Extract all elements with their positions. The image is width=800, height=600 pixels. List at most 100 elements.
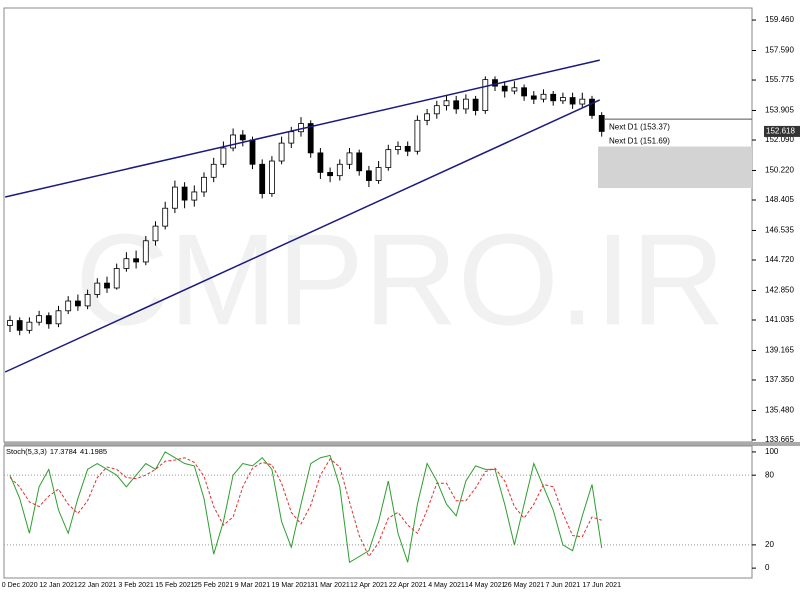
trendline bbox=[4, 59, 600, 198]
y-tick-label: 80 bbox=[765, 470, 774, 479]
candle-body bbox=[7, 320, 13, 326]
x-tick-label: 0 Dec 2020 bbox=[2, 582, 38, 589]
x-tick-label: 22 Jan 2021 bbox=[78, 582, 117, 589]
candle-body bbox=[249, 139, 256, 165]
candle-body bbox=[521, 87, 527, 97]
candle-body bbox=[327, 172, 334, 177]
candle-body bbox=[268, 160, 275, 194]
y-tick-label: 20 bbox=[765, 540, 774, 549]
y-tick-label: 100 bbox=[765, 447, 779, 456]
candle-body bbox=[375, 167, 382, 181]
candle-body bbox=[220, 147, 227, 165]
candle-body bbox=[365, 170, 372, 181]
candle-body bbox=[317, 152, 324, 173]
candle-body bbox=[230, 134, 237, 149]
candle-body bbox=[26, 321, 33, 331]
annotation-label: Next D1 (151.69) bbox=[609, 137, 670, 146]
candle-body bbox=[569, 97, 576, 105]
x-tick-label: 14 May 2021 bbox=[465, 582, 506, 589]
candle-body bbox=[453, 100, 460, 110]
candle-body bbox=[550, 93, 557, 102]
price-tag bbox=[764, 125, 800, 137]
candle-body bbox=[462, 98, 469, 110]
pane-separator bbox=[4, 442, 800, 446]
candle-body bbox=[560, 97, 566, 102]
k-value: 17.3784 bbox=[50, 447, 77, 456]
candle-body bbox=[75, 300, 81, 307]
y-tick-label: 139.165 bbox=[765, 346, 794, 355]
x-tick-label: 7 Jun 2021 bbox=[546, 582, 581, 589]
stoch-pane-frame bbox=[3, 445, 753, 579]
candle-body bbox=[433, 105, 440, 115]
candle-body bbox=[45, 315, 52, 325]
candle-body bbox=[36, 315, 42, 323]
candle-body bbox=[501, 85, 508, 92]
candle-body bbox=[201, 176, 207, 193]
y-tick-label: 148.405 bbox=[765, 195, 794, 204]
candle-body bbox=[162, 207, 169, 227]
candle-body bbox=[404, 145, 411, 152]
candle-body bbox=[191, 191, 198, 201]
candle-body bbox=[385, 149, 392, 168]
candle-body bbox=[598, 115, 605, 132]
stoch-line bbox=[9, 457, 602, 558]
indicator-name: Stoch(5,3,3) bbox=[6, 447, 47, 456]
trendline bbox=[4, 99, 601, 373]
stoch-title: Stoch(5,3,3) 17.3784 41.1985 bbox=[6, 447, 107, 456]
annotation-label: Next D1 (153.37) bbox=[609, 122, 670, 131]
candle-body bbox=[259, 163, 266, 194]
x-tick-label: 31 Mar 2021 bbox=[310, 582, 349, 589]
candle-body bbox=[94, 282, 101, 295]
candle-body bbox=[142, 240, 149, 263]
candle-body bbox=[84, 294, 91, 307]
candle-body bbox=[530, 95, 537, 100]
candle-body bbox=[210, 163, 217, 178]
x-tick-label: 25 Feb 2021 bbox=[194, 582, 233, 589]
y-tick-label: 0 bbox=[765, 563, 770, 572]
candle-body bbox=[16, 320, 23, 331]
x-tick-label: 15 Feb 2021 bbox=[155, 582, 194, 589]
candle-body bbox=[123, 258, 130, 269]
candle-body bbox=[104, 282, 110, 289]
candle-body bbox=[278, 142, 285, 162]
x-tick-label: 3 Feb 2021 bbox=[118, 582, 154, 589]
candle-body bbox=[113, 268, 120, 289]
candle-body bbox=[133, 258, 140, 263]
candle-body bbox=[589, 98, 595, 116]
y-tick-label: 159.460 bbox=[765, 15, 794, 24]
candle-body bbox=[579, 98, 586, 105]
watermark: CMPRO.IR bbox=[75, 206, 725, 352]
x-tick-label: 19 Mar 2021 bbox=[272, 582, 311, 589]
y-tick-label: 137.350 bbox=[765, 375, 794, 384]
y-tick-label: 133.665 bbox=[765, 435, 794, 444]
y-tick-label: 152.090 bbox=[765, 135, 794, 144]
stoch-line bbox=[9, 451, 603, 564]
candle-body bbox=[288, 131, 295, 144]
candle-body bbox=[443, 100, 450, 107]
x-tick-label: 4 May 2021 bbox=[428, 582, 465, 589]
y-tick-label: 155.775 bbox=[765, 75, 794, 84]
candle-body bbox=[540, 93, 547, 100]
candle-body bbox=[346, 152, 353, 165]
x-tick-label: 26 May 2021 bbox=[504, 582, 545, 589]
candle-body bbox=[472, 98, 479, 111]
y-tick-label: 144.720 bbox=[765, 255, 794, 264]
y-tick-label: 157.590 bbox=[765, 46, 794, 55]
zone bbox=[598, 146, 752, 189]
current-price: 152.618 bbox=[766, 127, 795, 136]
candle-body bbox=[171, 186, 178, 209]
x-tick-label: 12 Apr 2021 bbox=[350, 582, 388, 589]
candle-body bbox=[414, 119, 421, 152]
candle-body bbox=[65, 300, 72, 312]
candle-body bbox=[55, 310, 62, 325]
candle-body bbox=[298, 123, 304, 133]
y-tick-label: 153.905 bbox=[765, 106, 794, 115]
candle-body bbox=[307, 123, 314, 154]
d-value: 41.1985 bbox=[80, 447, 107, 456]
candle-body bbox=[395, 145, 401, 151]
y-tick-label: 142.850 bbox=[765, 286, 794, 295]
candle-body bbox=[482, 79, 489, 111]
x-tick-label: 22 Apr 2021 bbox=[389, 582, 427, 589]
